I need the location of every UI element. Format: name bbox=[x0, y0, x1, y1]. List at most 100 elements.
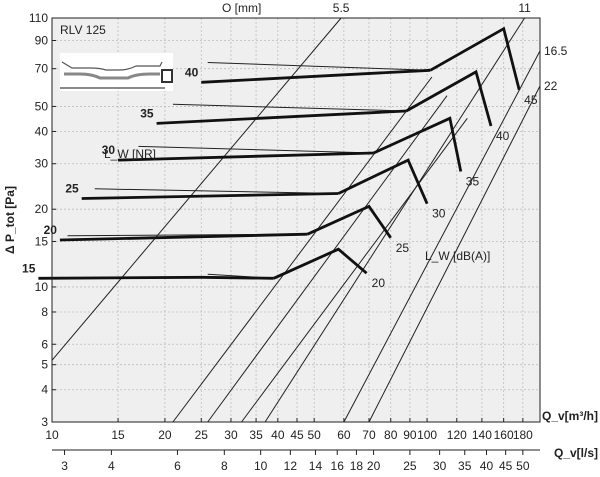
nr-curve-label: 35 bbox=[140, 106, 154, 120]
x-tick-label-m3h: 45 bbox=[290, 428, 304, 442]
x-tick-label-ls: 45 bbox=[499, 459, 513, 473]
dba-curve-label: 35 bbox=[466, 174, 480, 188]
x-tick-labels-ls: 3 4 6 8 10 12 14 16 18 20 25 30 35 40 45 50 bbox=[61, 450, 530, 473]
y-tick-label: 6 bbox=[41, 337, 48, 351]
x-tick-label-ls: 8 bbox=[221, 459, 228, 473]
nr-curve bbox=[201, 68, 431, 84]
x-tick-label-m3h: 40 bbox=[271, 428, 285, 442]
x-tick-label-m3h: 35 bbox=[249, 428, 263, 442]
dba-curve-label: 20 bbox=[372, 276, 386, 290]
nr-curve-thin bbox=[94, 188, 339, 194]
dba-axis-label: L_W [dB(A)] bbox=[425, 249, 490, 263]
x-tick-label-m3h: 60 bbox=[337, 428, 351, 442]
opening-line bbox=[51, 17, 342, 361]
nr-curve bbox=[59, 232, 308, 242]
x-tick-label-ls: 35 bbox=[458, 459, 472, 473]
x-tick-label-m3h: 25 bbox=[195, 428, 209, 442]
y-tick-label: 3 bbox=[41, 415, 48, 429]
opening-label: 11 bbox=[518, 1, 531, 15]
x-tick-label-m3h: 20 bbox=[158, 428, 172, 442]
opening-line bbox=[368, 85, 541, 423]
top-opening-label: O [mm] bbox=[222, 1, 261, 15]
chart-title: RLV 125 bbox=[60, 23, 106, 37]
opening-line bbox=[343, 50, 541, 423]
opening-line bbox=[207, 95, 448, 423]
opening-label: 22 bbox=[544, 79, 558, 93]
x-tick-label-m3h: 90 bbox=[403, 428, 417, 442]
y-tick-label: 4 bbox=[41, 383, 48, 397]
opening-label: 16.5 bbox=[544, 44, 568, 58]
nr-curve-thin bbox=[207, 62, 431, 71]
nr-curve-thin bbox=[172, 103, 407, 112]
x-tick-label-ls: 3 bbox=[61, 459, 68, 473]
dba-curve bbox=[306, 204, 392, 239]
nr-curve bbox=[81, 192, 339, 200]
opening-lines: 5.5 11 16.5 22 bbox=[51, 1, 568, 423]
x-tick-label-m3h: 80 bbox=[384, 428, 398, 442]
plot-frame bbox=[51, 17, 541, 423]
opening-label: 5.5 bbox=[333, 1, 350, 15]
x-tick-label-ls: 25 bbox=[403, 459, 417, 473]
nr-curve-label: 25 bbox=[65, 182, 79, 196]
x-tick-label-ls: 50 bbox=[516, 459, 530, 473]
y-tick-label: 50 bbox=[35, 99, 49, 113]
x-tick-labels-m3h: 10 15 20 25 30 35 40 45 50 60 70 80 90 100 120 140 160 18… bbox=[45, 418, 533, 442]
dba-curve bbox=[273, 247, 368, 280]
nr-curve-label: 15 bbox=[22, 261, 36, 275]
x-axis-label-ls: Q_v[l/s] bbox=[554, 446, 598, 460]
dba-curves: 45 40 35 30 25 20 bbox=[273, 26, 538, 290]
dba-curve-label: 45 bbox=[524, 93, 538, 107]
y-tick-label: 90 bbox=[35, 34, 49, 48]
x-tick-label-ls: 16 bbox=[331, 459, 345, 473]
nr-curve-thin bbox=[138, 145, 374, 154]
x-tick-label-ls: 30 bbox=[433, 459, 447, 473]
y-tick-label: 8 bbox=[41, 305, 48, 319]
x-tick-label-ls: 10 bbox=[254, 459, 268, 473]
dba-curve bbox=[373, 116, 463, 172]
x-tick-label-ls: 4 bbox=[108, 459, 115, 473]
x-tick-label-m3h: 100 bbox=[417, 428, 437, 442]
opening-line bbox=[172, 76, 433, 423]
dba-curve bbox=[337, 158, 429, 205]
x-tick-label-m3h: 10 bbox=[45, 428, 59, 442]
y-tick-label: 70 bbox=[35, 62, 49, 76]
y-tick-label: 15 bbox=[35, 234, 49, 248]
opening-line bbox=[264, 17, 526, 423]
x-axis-label-m3h: Q_v[m³/h] bbox=[542, 409, 598, 423]
nr-curve-label: 30 bbox=[102, 143, 116, 157]
x-tick-label-ls: 20 bbox=[367, 459, 381, 473]
nr-curve bbox=[156, 109, 407, 125]
x-tick-label-ls: 18 bbox=[350, 459, 364, 473]
y-tick-label: 110 bbox=[29, 11, 48, 25]
y-tick-label: 10 bbox=[35, 280, 49, 294]
y-axis-label: Δ P_tot [Pa] bbox=[3, 186, 17, 254]
x-tick-label-ls: 12 bbox=[284, 459, 298, 473]
dba-curve bbox=[429, 26, 521, 91]
x-tick-label-m3h: 180 bbox=[513, 428, 533, 442]
x-tick-label-m3h: 70 bbox=[362, 428, 376, 442]
x-tick-label-ls: 14 bbox=[309, 459, 323, 473]
y-tick-label: 20 bbox=[35, 202, 49, 216]
x-tick-label-m3h: 15 bbox=[111, 428, 125, 442]
nr-curve-label: 20 bbox=[44, 223, 58, 237]
nr-curve-label: 40 bbox=[185, 65, 199, 79]
x-tick-label-m3h: 120 bbox=[447, 428, 467, 442]
dba-curve-label: 30 bbox=[432, 207, 446, 221]
diffuser-icon bbox=[60, 53, 173, 91]
dba-curve-label: 40 bbox=[496, 129, 510, 143]
x-tick-label-m3h: 30 bbox=[224, 428, 238, 442]
x-tick-label-ls: 40 bbox=[480, 459, 494, 473]
nr-axis-label: L_W [NR] bbox=[104, 147, 156, 161]
x-tick-label-m3h: 140 bbox=[472, 428, 492, 442]
x-tick-label-m3h: 50 bbox=[307, 428, 321, 442]
nr-curve bbox=[38, 275, 274, 280]
y-tick-label: 5 bbox=[41, 358, 48, 372]
dba-curve-label: 25 bbox=[396, 241, 410, 255]
x-tick-label-ls: 6 bbox=[174, 459, 181, 473]
dba-curve bbox=[405, 69, 493, 127]
opening-line bbox=[241, 118, 468, 423]
y-tick-label: 40 bbox=[35, 124, 49, 138]
y-tick-label: 30 bbox=[35, 157, 49, 171]
